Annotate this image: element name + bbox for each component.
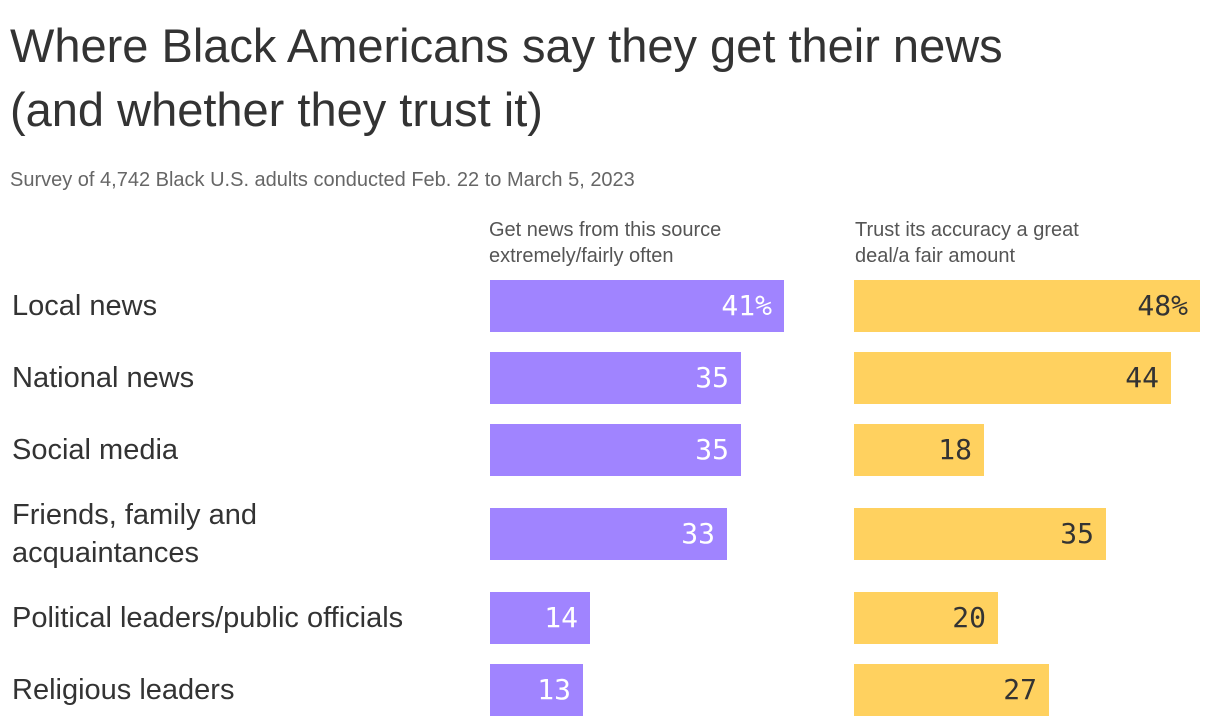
bar-value-label: 35	[695, 433, 729, 466]
row-label-line: Local news	[12, 290, 158, 322]
row-label-line: Religious leaders	[12, 674, 235, 706]
bar-value-label: 14	[544, 601, 578, 634]
bar-value-label: 18	[938, 433, 972, 466]
trust-bar: 35	[854, 508, 1106, 560]
bar-value-label: 20	[952, 601, 986, 634]
column-header-trust-line-2: deal/a fair amount	[855, 245, 1016, 267]
column-header-trust: Trust its accuracy a great deal/a fair a…	[855, 217, 1175, 269]
get-news-bar: 14	[490, 592, 590, 644]
column-header-trust-line-1: Trust its accuracy a great	[855, 219, 1079, 241]
trust-bar: 44	[854, 352, 1171, 404]
bar-value-label: 33	[681, 517, 715, 550]
get-news-bar: 35	[490, 352, 741, 404]
row-label: Friends, family and acquaintances	[12, 496, 482, 572]
row-label: Religious leaders	[12, 671, 482, 709]
chart-subtitle: Survey of 4,742 Black U.S. adults conduc…	[10, 169, 635, 191]
row-label-line: Social media	[12, 434, 179, 466]
trust-bar: 27	[854, 664, 1049, 716]
trust-bar: 18	[854, 424, 984, 476]
trust-bar: 48%	[854, 280, 1200, 332]
row-label-line: National news	[12, 362, 195, 394]
get-news-bar: 35	[490, 424, 741, 476]
bar-value-label: 48%	[1137, 289, 1188, 322]
column-header-get-news: Get news from this source extremely/fair…	[489, 217, 809, 269]
chart-title-line-1: Where Black Americans say they get their…	[10, 19, 1003, 72]
row-label: Political leaders/public officials	[12, 599, 482, 637]
bar-value-label: 13	[537, 673, 571, 706]
row-label-line: acquaintances	[12, 537, 200, 569]
get-news-bar: 41%	[490, 280, 784, 332]
row-label: Social media	[12, 431, 482, 469]
bar-value-label: 44	[1125, 361, 1159, 394]
bar-value-label: 35	[695, 361, 729, 394]
column-header-get-news-line-1: Get news from this source	[489, 219, 722, 241]
row-label: Local news	[12, 287, 482, 325]
row-label-line: Friends, family and	[12, 499, 257, 531]
chart-title-line-2: (and whether they trust it)	[10, 83, 543, 136]
row-label-line: Political leaders/public officials	[12, 602, 404, 634]
column-header-get-news-line-2: extremely/fairly often	[489, 245, 674, 267]
row-label: National news	[12, 359, 482, 397]
bar-value-label: 35	[1060, 517, 1094, 550]
bar-value-label: 27	[1003, 673, 1037, 706]
bar-value-label: 41%	[721, 289, 772, 322]
get-news-bar: 13	[490, 664, 583, 716]
trust-bar: 20	[854, 592, 998, 644]
get-news-bar: 33	[490, 508, 727, 560]
chart-title: Where Black Americans say they get their…	[10, 14, 1200, 142]
